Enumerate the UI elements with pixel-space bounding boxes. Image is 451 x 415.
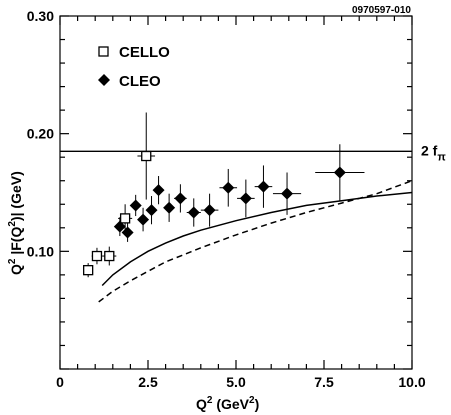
cleo-point (163, 201, 176, 214)
theory-curve-solid (101, 191, 413, 287)
cleo-point (333, 166, 346, 179)
cello-point (141, 150, 152, 162)
reference-label-sub: π (437, 151, 446, 163)
cello-point (83, 265, 94, 276)
y-axis-title-end: )| (GeV) (8, 171, 24, 221)
x-tick-label: 7.5 (314, 374, 334, 390)
y-axis-title-main: Q (8, 264, 24, 275)
tick-labels: 0 2.5 5.0 7.5 10.0 0.10 0.20 0.30 (27, 8, 426, 390)
x-axis-title-sup: 2 (207, 395, 213, 406)
x-axis-title: Q2 (GeV2) (196, 395, 259, 412)
cleo-point (174, 192, 187, 205)
cleo-point (257, 180, 270, 193)
x-tick-label: 0 (56, 374, 64, 390)
legend-cello-marker (98, 46, 109, 57)
cleo-point (203, 204, 216, 217)
x-tick-label: 2.5 (138, 374, 158, 390)
cleo-point (152, 184, 165, 197)
cleo-point (239, 192, 252, 205)
x-axis-title-main: Q (196, 396, 207, 412)
x-axis-title-mid: (GeV (212, 396, 249, 412)
cello-point (91, 250, 103, 262)
cleo-point (113, 220, 126, 233)
theory-curve-dashed (98, 179, 413, 303)
y-tick-label: 0.20 (27, 126, 54, 142)
x-tick-label: 5.0 (226, 374, 246, 390)
y-tick-label: 0.10 (27, 243, 54, 259)
plot-frame (59, 15, 413, 370)
figure-code: 0970597-010 (352, 5, 411, 16)
legend: CELLO CLEO (98, 44, 170, 90)
legend-cello-label: CELLO (119, 44, 170, 61)
cleo-point (137, 213, 150, 226)
y-axis-title-rest: |F(Q (8, 227, 24, 259)
cello-point (104, 250, 115, 262)
cello-point (119, 213, 131, 224)
error-bars (84, 112, 365, 278)
cleo-point (121, 226, 134, 239)
cleo-point (222, 181, 235, 194)
cleo-point (281, 187, 294, 200)
cleo-point (129, 199, 142, 212)
reference-label-main: 2 f (421, 142, 438, 158)
theory-curves (98, 179, 413, 303)
legend-cleo-marker (98, 74, 110, 86)
axis-ticks (59, 15, 413, 370)
data-markers (83, 150, 346, 276)
y-axis-title-sup2: 2 (7, 221, 18, 227)
x-axis-title-sup2: 2 (249, 395, 255, 406)
x-axis-title-end: ) (255, 396, 260, 412)
y-tick-label: 0.30 (27, 8, 54, 24)
y-axis-title: Q2 |F(Q2)| (GeV) (7, 171, 24, 275)
legend-cleo-label: CLEO (119, 73, 161, 90)
cleo-point (187, 206, 200, 219)
reference-line-label: 2 fπ (421, 142, 446, 163)
x-tick-label: 10.0 (398, 374, 425, 390)
cleo-point (145, 204, 158, 217)
y-axis-title-sup: 2 (7, 258, 18, 264)
